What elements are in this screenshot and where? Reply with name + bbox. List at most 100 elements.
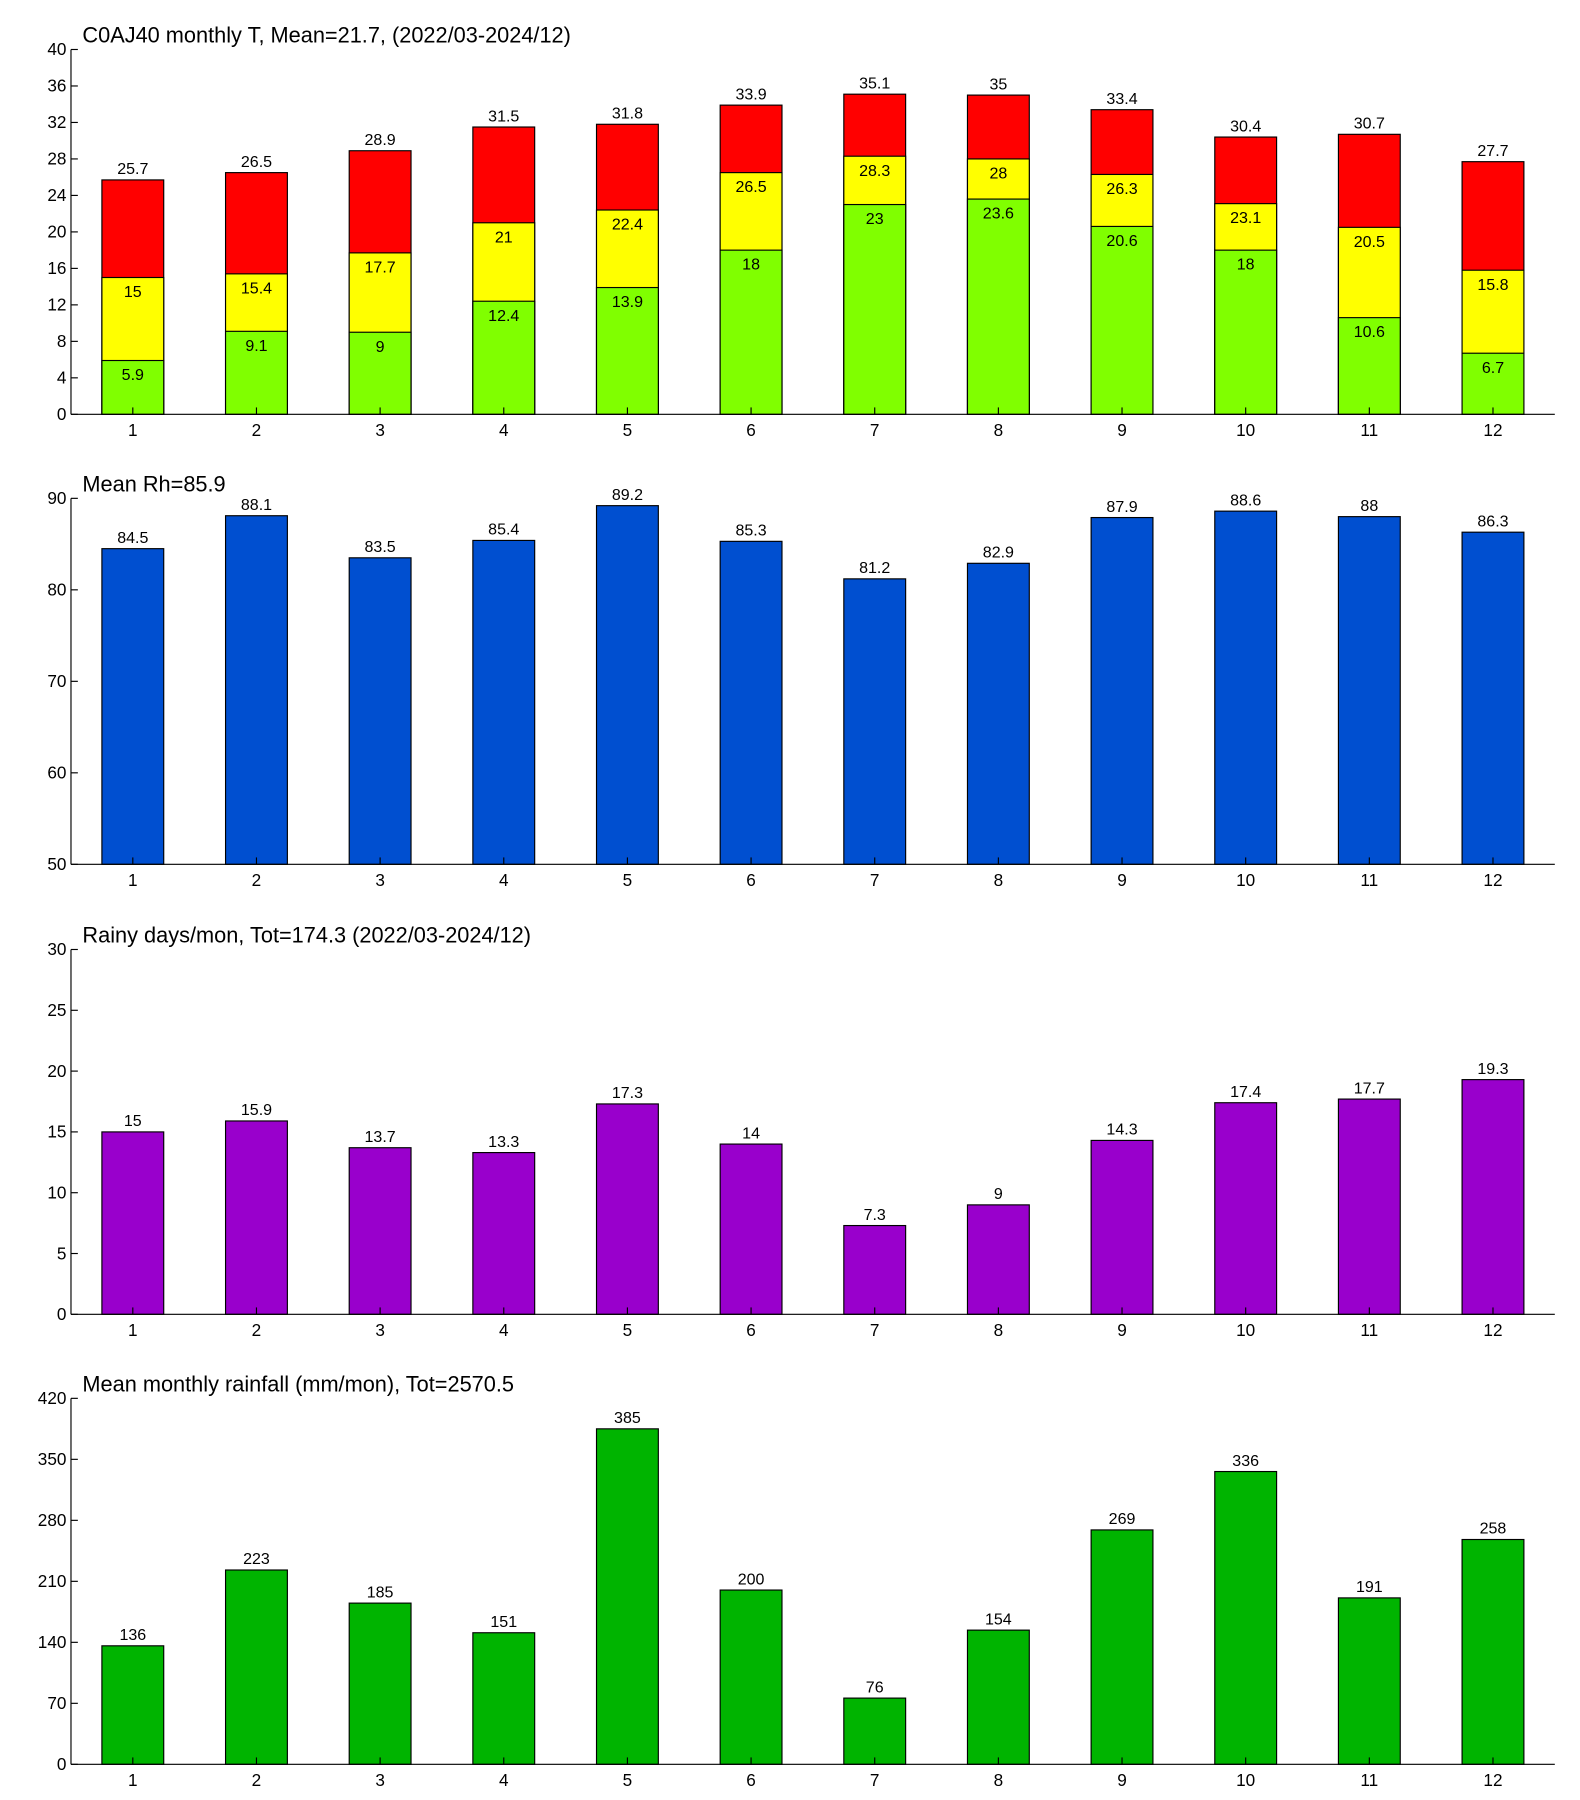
y-tick-label: 420	[38, 1388, 67, 1408]
value-label: 28.9	[365, 131, 396, 149]
value-label: 9	[994, 1185, 1003, 1203]
value-label: 154	[985, 1610, 1012, 1628]
x-tick-label: 7	[870, 1770, 880, 1790]
y-tick-label: 70	[47, 1693, 66, 1713]
y-tick-label: 4	[57, 368, 67, 388]
bar	[472, 1632, 536, 1765]
y-tick-label: 70	[47, 671, 66, 691]
x-tick-label: 10	[1236, 1320, 1255, 1340]
value-label: 336	[1232, 1452, 1259, 1470]
bar	[1337, 1597, 1401, 1765]
x-tick-label: 9	[1117, 420, 1127, 440]
x-tick-label: 7	[870, 870, 880, 890]
bar	[348, 1147, 412, 1315]
value-label: 83.5	[365, 538, 396, 556]
y-tick-label: 0	[57, 404, 67, 424]
bar	[224, 1120, 288, 1315]
value-label: 14	[742, 1124, 760, 1142]
x-tick-label: 4	[499, 870, 509, 890]
bar	[966, 1204, 1030, 1315]
value-label: 88	[1360, 497, 1378, 515]
value-label: 27.7	[1477, 142, 1508, 160]
x-tick-label: 5	[623, 1320, 633, 1340]
y-tick-label: 140	[38, 1632, 67, 1652]
value-label: 18	[742, 256, 760, 274]
bar	[719, 1589, 783, 1765]
x-tick-label: 5	[623, 1770, 633, 1790]
value-label: 88.6	[1230, 491, 1261, 509]
y-tick-label: 20	[47, 1061, 66, 1081]
y-tick-label: 20	[47, 222, 66, 242]
x-tick-label: 5	[623, 870, 633, 890]
chart-title: Mean Rh=85.9	[82, 471, 225, 496]
bar	[595, 1428, 659, 1765]
bar	[1214, 1102, 1278, 1315]
value-label: 9.1	[245, 337, 267, 355]
x-tick-label: 3	[375, 1320, 385, 1340]
value-label: 136	[119, 1626, 146, 1644]
chart-title: C0AJ40 monthly T, Mean=21.7, (2022/03-20…	[82, 23, 570, 48]
bar	[595, 505, 659, 865]
value-label: 81.2	[859, 559, 890, 577]
value-label: 84.5	[117, 529, 148, 547]
bar	[472, 539, 536, 865]
x-tick-label: 9	[1117, 1770, 1127, 1790]
y-tick-label: 0	[57, 1754, 67, 1774]
x-tick-label: 2	[252, 420, 262, 440]
value-label: 385	[614, 1409, 641, 1427]
chart-title: Mean monthly rainfall (mm/mon), Tot=2570…	[82, 1371, 514, 1396]
y-tick-label: 350	[38, 1449, 67, 1469]
value-label: 26.3	[1106, 180, 1137, 198]
x-tick-label: 1	[128, 870, 138, 890]
value-label: 87.9	[1106, 498, 1137, 516]
y-tick-label: 10	[47, 1182, 66, 1202]
x-tick-label: 12	[1483, 1770, 1502, 1790]
bar	[843, 1224, 907, 1315]
value-label: 185	[367, 1583, 394, 1601]
bar	[966, 1629, 1030, 1765]
x-tick-label: 6	[746, 1320, 756, 1340]
x-tick-label: 11	[1360, 870, 1378, 890]
value-label: 17.7	[365, 258, 396, 276]
y-tick-label: 36	[47, 76, 66, 96]
value-label: 23	[866, 210, 884, 228]
value-label: 223	[243, 1550, 270, 1568]
value-label: 15.4	[241, 279, 272, 297]
value-label: 21	[495, 228, 513, 246]
x-tick-label: 12	[1483, 1320, 1502, 1340]
bar	[1214, 249, 1278, 415]
bar	[224, 1569, 288, 1765]
bar	[843, 1697, 907, 1765]
y-tick-label: 60	[47, 763, 66, 783]
x-tick-label: 2	[252, 1770, 262, 1790]
value-label: 10.6	[1354, 323, 1385, 341]
value-label: 258	[1480, 1520, 1507, 1538]
x-tick-label: 9	[1117, 870, 1127, 890]
value-label: 5.9	[122, 366, 144, 384]
value-label: 15.9	[241, 1101, 272, 1119]
x-tick-label: 1	[128, 420, 138, 440]
value-label: 26.5	[735, 178, 766, 196]
bar	[843, 203, 907, 415]
value-label: 13.7	[365, 1128, 396, 1146]
bar	[1214, 510, 1278, 865]
y-tick-label: 28	[47, 149, 66, 169]
value-label: 18	[1237, 256, 1255, 274]
value-label: 7.3	[864, 1206, 886, 1224]
x-tick-label: 6	[746, 420, 756, 440]
value-label: 35.1	[859, 74, 890, 92]
bar	[1461, 1538, 1525, 1765]
value-label: 22.4	[612, 216, 643, 234]
y-tick-label: 25	[47, 1000, 66, 1020]
value-label: 23.6	[983, 205, 1014, 223]
bar	[966, 198, 1030, 415]
x-tick-label: 4	[499, 1320, 509, 1340]
value-label: 30.7	[1354, 115, 1385, 133]
y-tick-label: 40	[47, 39, 66, 59]
value-label: 31.8	[612, 104, 643, 122]
y-tick-label: 80	[47, 580, 66, 600]
value-label: 85.3	[735, 522, 766, 540]
bar	[472, 1152, 536, 1315]
bar	[595, 1103, 659, 1315]
